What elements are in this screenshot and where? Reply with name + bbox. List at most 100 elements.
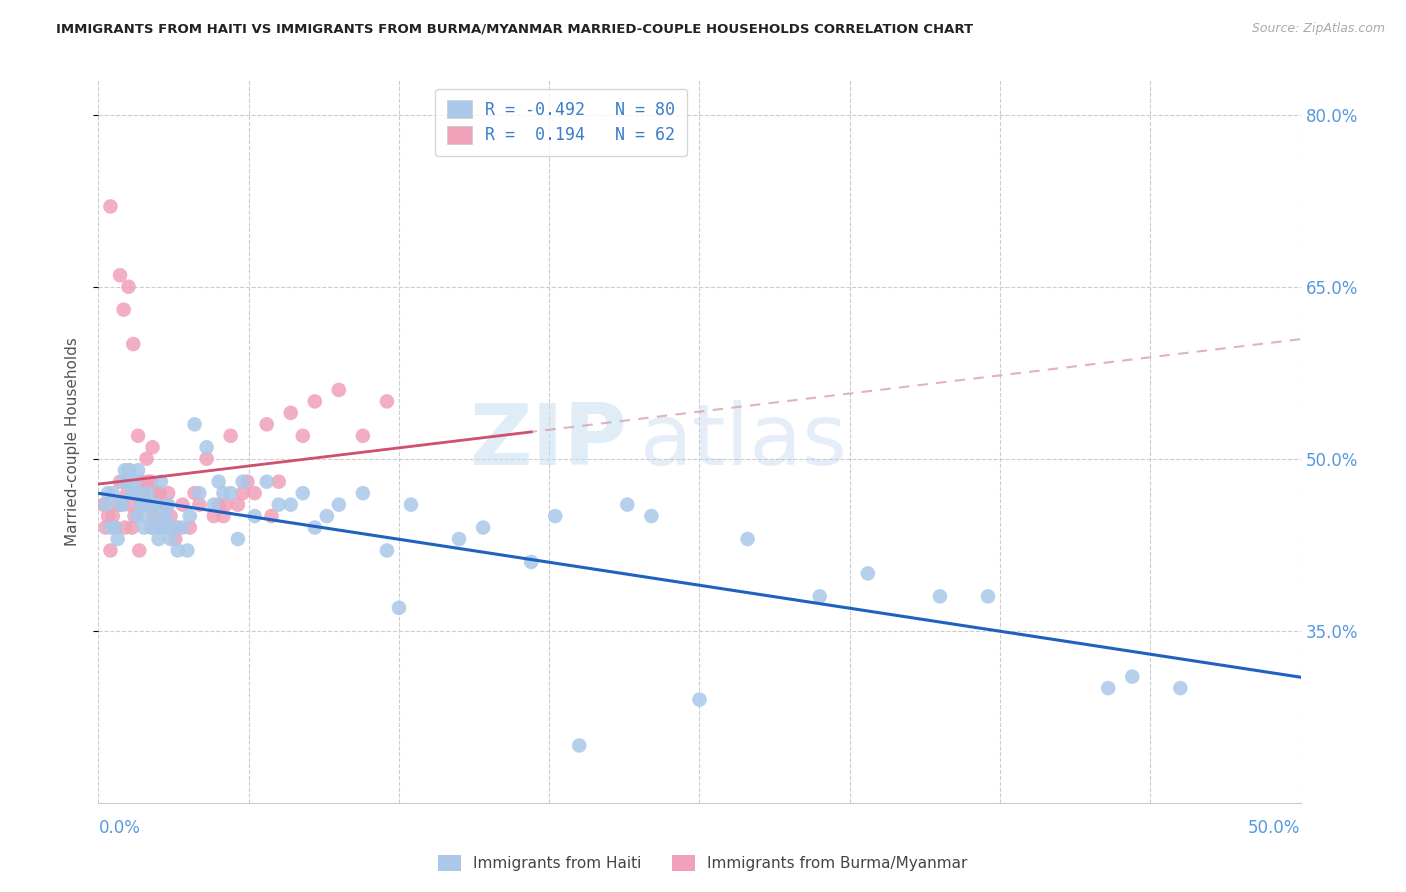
- Point: [1170, 681, 1192, 695]
- Point: [145, 498, 167, 512]
- Point: [188, 498, 211, 512]
- Point: [188, 486, 211, 500]
- Text: ZIP: ZIP: [470, 400, 627, 483]
- Point: [159, 532, 181, 546]
- Point: [195, 440, 218, 454]
- Point: [153, 520, 176, 534]
- Point: [149, 475, 172, 489]
- Point: [94, 520, 117, 534]
- Point: [856, 566, 879, 581]
- Point: [124, 509, 146, 524]
- Point: [107, 532, 129, 546]
- Point: [520, 555, 543, 569]
- Point: [388, 600, 411, 615]
- Point: [127, 463, 149, 477]
- Point: [152, 520, 174, 534]
- Point: [108, 475, 131, 489]
- Point: [100, 199, 122, 213]
- Point: [291, 486, 314, 500]
- Point: [212, 486, 235, 500]
- Point: [127, 429, 149, 443]
- Point: [128, 486, 150, 500]
- Point: [117, 463, 139, 477]
- Point: [97, 486, 120, 500]
- Point: [131, 475, 153, 489]
- Point: [165, 532, 187, 546]
- Point: [97, 509, 120, 524]
- Point: [149, 486, 172, 500]
- Point: [689, 692, 711, 706]
- Point: [808, 590, 831, 604]
- Point: [157, 498, 180, 512]
- Point: [107, 498, 129, 512]
- Legend: R = -0.492   N = 80, R =  0.194   N = 62: R = -0.492 N = 80, R = 0.194 N = 62: [436, 88, 688, 156]
- Point: [124, 475, 146, 489]
- Point: [141, 440, 163, 454]
- Point: [117, 279, 139, 293]
- Point: [141, 520, 163, 534]
- Point: [132, 486, 155, 500]
- Point: [114, 463, 136, 477]
- Point: [202, 498, 225, 512]
- Point: [141, 475, 163, 489]
- Point: [179, 509, 201, 524]
- Point: [176, 543, 198, 558]
- Point: [148, 486, 170, 500]
- Text: 50.0%: 50.0%: [1249, 819, 1301, 837]
- Point: [112, 475, 135, 489]
- Point: [132, 498, 155, 512]
- Point: [1121, 670, 1143, 684]
- Point: [149, 520, 172, 534]
- Point: [100, 543, 122, 558]
- Point: [117, 475, 139, 489]
- Point: [159, 509, 181, 524]
- Point: [1097, 681, 1119, 695]
- Point: [219, 429, 242, 443]
- Point: [117, 486, 139, 500]
- Point: [142, 509, 165, 524]
- Point: [155, 498, 177, 512]
- Text: 0.0%: 0.0%: [98, 819, 141, 837]
- Text: atlas: atlas: [640, 400, 848, 483]
- Point: [132, 520, 155, 534]
- Point: [166, 543, 188, 558]
- Point: [111, 498, 134, 512]
- Point: [122, 337, 145, 351]
- Point: [136, 486, 159, 500]
- Point: [304, 520, 326, 534]
- Point: [111, 498, 134, 512]
- Point: [267, 475, 290, 489]
- Point: [243, 509, 266, 524]
- Point: [155, 509, 177, 524]
- Point: [148, 532, 170, 546]
- Text: IMMIGRANTS FROM HAITI VS IMMIGRANTS FROM BURMA/MYANMAR MARRIED-COUPLE HOUSEHOLDS: IMMIGRANTS FROM HAITI VS IMMIGRANTS FROM…: [56, 22, 973, 36]
- Point: [135, 509, 157, 524]
- Point: [399, 498, 422, 512]
- Point: [219, 486, 242, 500]
- Point: [616, 498, 638, 512]
- Point: [101, 509, 124, 524]
- Point: [121, 486, 143, 500]
- Point: [141, 520, 163, 534]
- Point: [267, 498, 290, 512]
- Point: [125, 486, 148, 500]
- Point: [142, 498, 165, 512]
- Point: [131, 498, 153, 512]
- Point: [375, 394, 398, 409]
- Point: [544, 509, 567, 524]
- Point: [100, 520, 122, 534]
- Point: [183, 417, 205, 432]
- Point: [114, 520, 136, 534]
- Point: [195, 451, 218, 466]
- Point: [132, 486, 155, 500]
- Point: [352, 486, 374, 500]
- Point: [232, 475, 254, 489]
- Point: [737, 532, 759, 546]
- Point: [104, 520, 127, 534]
- Point: [101, 486, 124, 500]
- Point: [977, 590, 1000, 604]
- Point: [328, 498, 350, 512]
- Point: [928, 590, 950, 604]
- Point: [118, 463, 141, 477]
- Point: [122, 486, 145, 500]
